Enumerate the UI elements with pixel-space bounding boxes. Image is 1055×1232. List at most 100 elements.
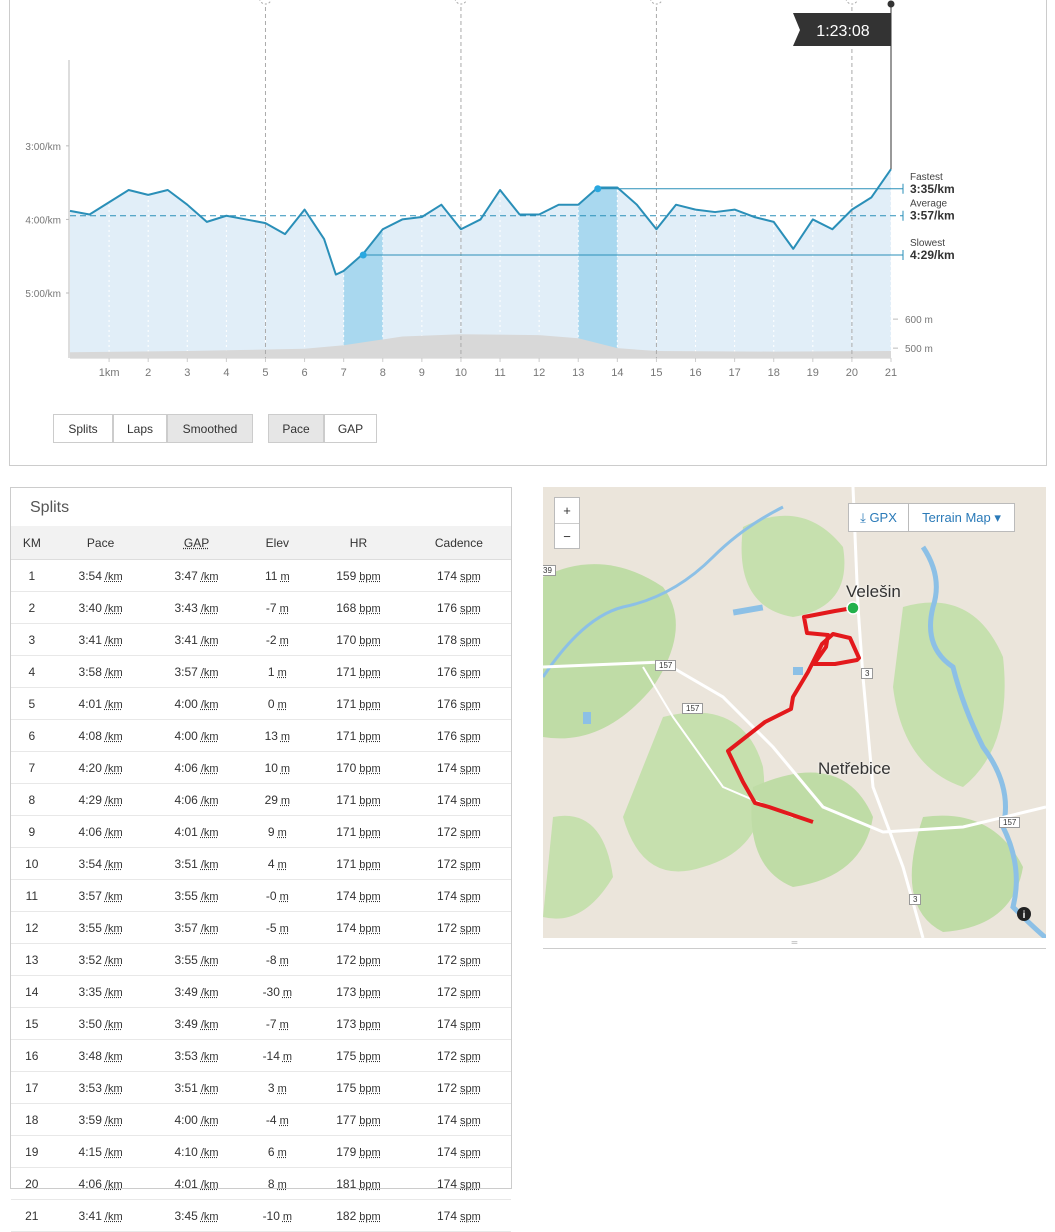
cell-value: 3:35 xyxy=(79,985,102,999)
cell-value: 171 xyxy=(336,729,356,743)
cell-value: 19 xyxy=(25,1145,38,1159)
lap-marker xyxy=(455,0,467,4)
split-cell: 3:52/km xyxy=(53,944,149,976)
page: Fastest 3:35/km Average 3:57/km Slowest 4:29/… xyxy=(0,0,1055,1193)
cell-unit: m xyxy=(278,1147,287,1159)
split-cell: 3:49/km xyxy=(149,1008,245,1040)
cell-value: 15 xyxy=(25,1017,38,1031)
view-button[interactable]: Splits xyxy=(53,414,113,443)
split-cell: 3:53/km xyxy=(53,1072,149,1104)
cell-value: 174 xyxy=(437,569,457,583)
view-button[interactable]: Smoothed xyxy=(167,414,253,443)
cell-unit: /km xyxy=(105,1083,123,1095)
split-cell: 176 spm xyxy=(407,688,511,720)
cell-unit: spm xyxy=(460,827,481,839)
layer-button[interactable]: Terrain Map ▾ xyxy=(908,503,1015,532)
split-cell: 174 spm xyxy=(407,1136,511,1168)
x-tick-label: 10 xyxy=(455,367,467,379)
x-tick-label: 15 xyxy=(650,367,662,379)
cell-unit: spm xyxy=(460,1211,481,1223)
zoom-in[interactable]: + xyxy=(555,498,579,524)
cell-value: -10 xyxy=(263,1209,280,1223)
cell-value: 174 xyxy=(437,1113,457,1127)
split-cell: 3:35/km xyxy=(53,976,149,1008)
place-label: Netřebice xyxy=(818,759,891,779)
split-cell: 1 xyxy=(11,560,53,592)
map-resize-handle[interactable]: ═ xyxy=(543,938,1046,949)
split-row: 16 3:48/km 3:53/km -14 m 175 bpm 172 spm xyxy=(11,1040,511,1072)
cell-unit: /km xyxy=(105,891,123,903)
split-row: 10 3:54/km 3:51/km 4 m 171 bpm 172 spm xyxy=(11,848,511,880)
cell-value: 8 xyxy=(28,793,35,807)
split-cell: 3:58/km xyxy=(53,656,149,688)
cell-value: 175 xyxy=(336,1049,356,1063)
cell-unit: /km xyxy=(201,1115,219,1127)
cell-value: 3:54 xyxy=(79,569,102,583)
cell-unit: spm xyxy=(460,923,481,935)
cell-value: 4:08 xyxy=(79,729,102,743)
cell-value: 3 xyxy=(268,1081,275,1095)
cell-unit: /km xyxy=(201,891,219,903)
split-cell: 4:20/km xyxy=(53,752,149,784)
x-tick-label: 8 xyxy=(380,367,386,379)
view-button[interactable]: Laps xyxy=(113,414,167,443)
cell-value: 171 xyxy=(336,697,356,711)
metric-button[interactable]: Pace xyxy=(268,414,324,443)
cell-unit: spm xyxy=(460,795,481,807)
split-cell: 172 spm xyxy=(407,816,511,848)
cell-value: 3:55 xyxy=(175,953,198,967)
reference-value: 4:29/km xyxy=(910,248,955,262)
cell-unit: spm xyxy=(460,1083,481,1095)
zoom-out[interactable]: − xyxy=(555,524,579,549)
split-row: 17 3:53/km 3:51/km 3 m 175 bpm 172 spm xyxy=(11,1072,511,1104)
cell-value: 13 xyxy=(25,953,38,967)
cell-unit: bpm xyxy=(359,635,380,647)
split-cell: 171 bpm xyxy=(310,720,407,752)
cell-unit: /km xyxy=(201,1019,219,1031)
cell-value: 3:49 xyxy=(175,1017,198,1031)
split-cell: 3m xyxy=(245,1072,311,1104)
cell-value: -5 xyxy=(266,921,277,935)
split-cell: 3:41/km xyxy=(149,624,245,656)
cell-unit: m xyxy=(278,827,287,839)
split-cell: 3:57/km xyxy=(53,880,149,912)
cell-value: 2 xyxy=(28,601,35,615)
cell-value: 14 xyxy=(25,985,38,999)
column-header: KM xyxy=(11,526,53,560)
x-tick-label: 2 xyxy=(145,367,151,379)
cell-value: 4:06 xyxy=(175,793,198,807)
split-cell: -2 m xyxy=(245,624,311,656)
split-cell: 181 bpm xyxy=(310,1168,407,1200)
split-row: 15 3:50/km 3:49/km -7 m 173 bpm 174 spm xyxy=(11,1008,511,1040)
split-cell: 4:29/km xyxy=(53,784,149,816)
road-shield: 39 xyxy=(543,565,556,576)
cell-unit: bpm xyxy=(359,1211,380,1223)
cell-unit: spm xyxy=(460,731,481,743)
split-cell: 9 xyxy=(11,816,53,848)
split-cell: 175 bpm xyxy=(310,1072,407,1104)
cell-value: 3:52 xyxy=(79,953,102,967)
cell-value: 177 xyxy=(336,1113,356,1127)
cell-value: 11 xyxy=(265,569,277,583)
cell-value: 3:51 xyxy=(175,857,198,871)
cell-value: 178 xyxy=(437,633,457,647)
x-tick-label: 3 xyxy=(184,367,190,379)
split-cell: 174 spm xyxy=(407,560,511,592)
column-header: GAP xyxy=(149,526,245,560)
cell-unit: m xyxy=(280,635,289,647)
cell-unit: spm xyxy=(460,1179,481,1191)
cell-unit: m xyxy=(278,1083,287,1095)
split-row: 7 4:20/km 4:06/km 10 m 170 bpm 174 spm xyxy=(11,752,511,784)
cell-value: 10 xyxy=(265,761,278,775)
metric-button[interactable]: GAP xyxy=(324,414,377,443)
cell-unit: spm xyxy=(460,891,481,903)
cell-unit: /km xyxy=(201,1051,219,1063)
split-cell: 171 bpm xyxy=(310,656,407,688)
split-cell: 15 xyxy=(11,1008,53,1040)
cell-value: 4:10 xyxy=(175,1145,198,1159)
cell-unit: m xyxy=(283,1051,292,1063)
cell-unit: /km xyxy=(201,1083,219,1095)
gpx-button[interactable]: ⤓ GPX xyxy=(848,503,909,532)
cell-unit: bpm xyxy=(359,731,380,743)
split-cell: -5 m xyxy=(245,912,311,944)
